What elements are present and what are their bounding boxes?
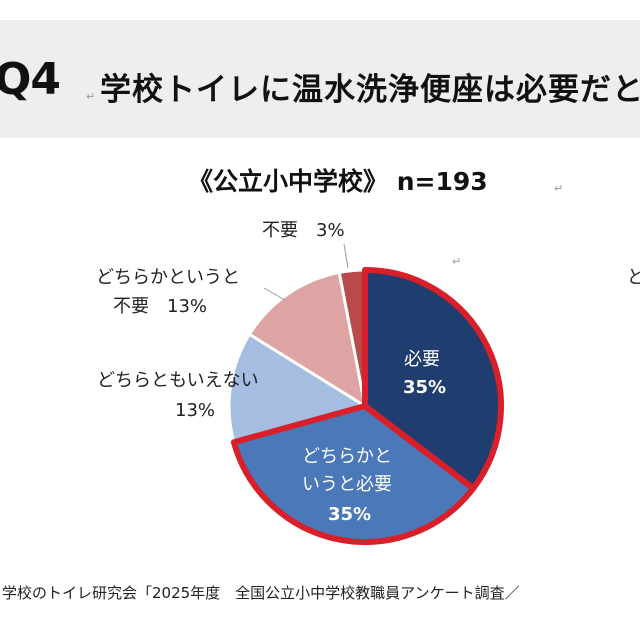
clipped-label-fragment: ど — [627, 266, 640, 288]
pie-slice-3 — [247, 270, 368, 410]
slice-value-dochiraka-hitsuyou: 35% — [328, 504, 371, 525]
slice-label-dochiraka-fuyou-line1: どちらかというと — [96, 267, 240, 288]
leader-line — [263, 287, 286, 301]
slice-value-hitsuyou: 35% — [403, 377, 446, 398]
question-text: 学校トイレに温水洗浄便座は必要だと — [100, 72, 640, 108]
slice-label-dochiraka-fuyou-line2: 不要 13% — [113, 296, 207, 317]
question-number: Q4 — [0, 54, 61, 105]
slice-label-hitsuyou: 必要 — [404, 349, 440, 370]
slice-label-dochiraka-hitsuyou-line1: どちらかと — [302, 446, 392, 467]
source-footnote: 学校のトイレ研究会「2025年度 全国公立小中学校教職員アンケート調査／ — [2, 584, 520, 602]
slice-label-fuyou: 不要 3% — [262, 220, 345, 241]
leader-line — [343, 243, 349, 269]
paragraph-mark-icon: ↵ — [452, 255, 462, 268]
paragraph-mark-icon: ↵ — [86, 90, 96, 103]
slice-highlight-outline-0 — [362, 267, 504, 492]
slice-label-dochiramo: どちらともいえない — [97, 370, 259, 391]
question-header: Q4 学校トイレに温水洗浄便座は必要だと ↵ — [0, 20, 640, 138]
paragraph-mark-icon: ↵ — [554, 182, 564, 195]
chart-title: 《公立小中学校》 n=193 — [188, 167, 488, 196]
slice-value-dochiramo: 13% — [175, 400, 215, 421]
slice-highlight-outline-1 — [230, 403, 477, 545]
slice-label-dochiraka-hitsuyou-line2: いうと必要 — [302, 474, 392, 495]
